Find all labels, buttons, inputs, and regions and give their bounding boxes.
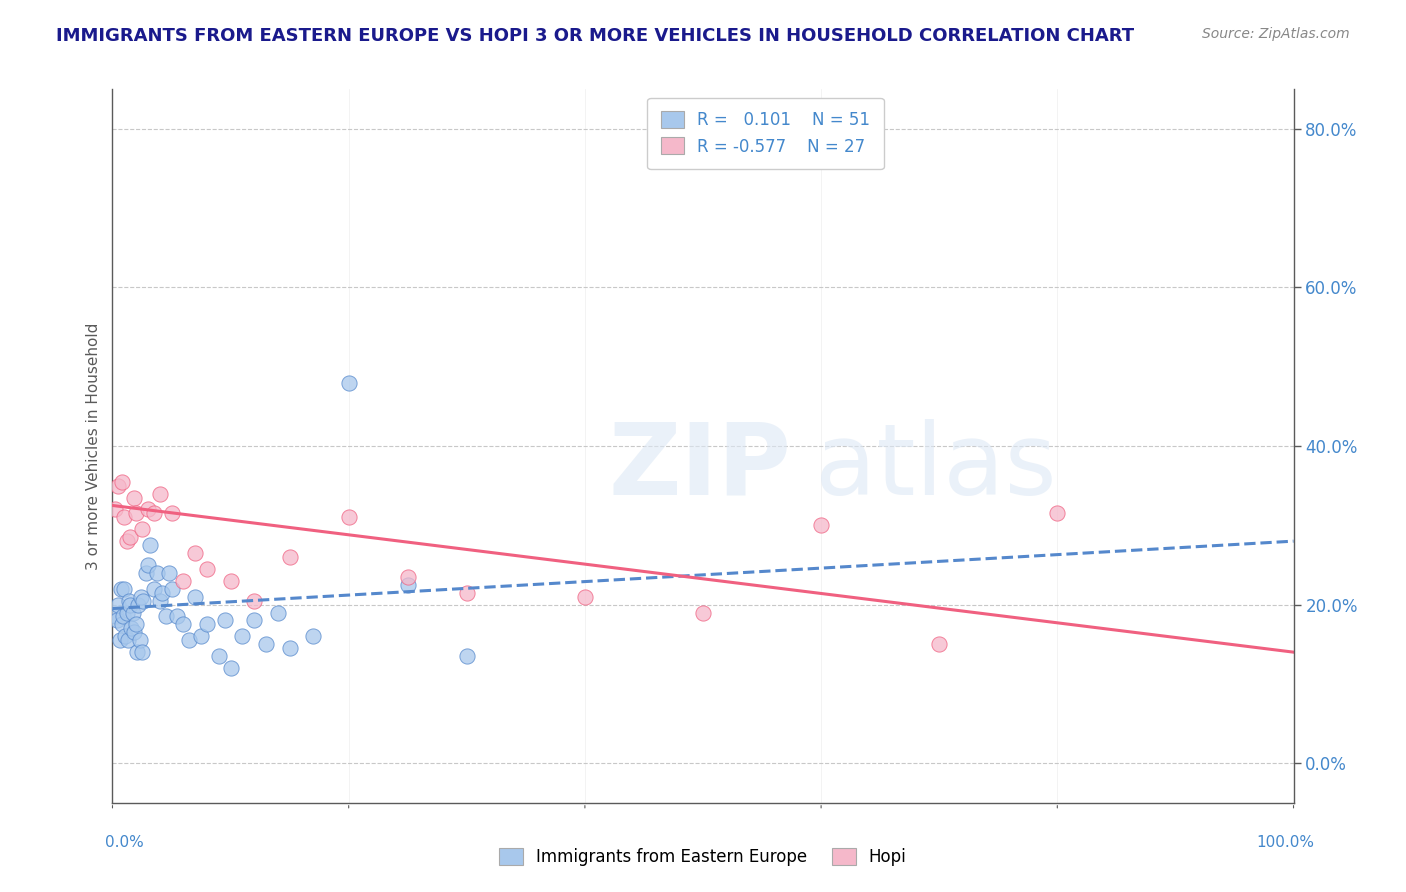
Point bbox=[1046, 507, 1069, 521]
Point bbox=[337, 510, 360, 524]
Point bbox=[131, 645, 153, 659]
Point bbox=[219, 661, 242, 675]
Point bbox=[122, 625, 145, 640]
Point bbox=[127, 598, 149, 612]
Point bbox=[112, 510, 135, 524]
Point bbox=[195, 617, 218, 632]
Point bbox=[111, 475, 134, 489]
Point bbox=[267, 606, 290, 620]
Point bbox=[114, 629, 136, 643]
Point bbox=[142, 582, 165, 596]
Point bbox=[195, 562, 218, 576]
Point bbox=[131, 522, 153, 536]
Point bbox=[136, 502, 159, 516]
Point bbox=[120, 530, 142, 544]
Point bbox=[139, 538, 162, 552]
Point bbox=[172, 574, 194, 588]
Point bbox=[184, 590, 207, 604]
Point bbox=[127, 645, 149, 659]
Point bbox=[219, 574, 242, 588]
Point bbox=[155, 609, 177, 624]
Point bbox=[142, 507, 165, 521]
Point bbox=[146, 566, 169, 580]
Point bbox=[157, 566, 180, 580]
Point bbox=[149, 486, 172, 500]
Point bbox=[214, 614, 236, 628]
Text: ZIP: ZIP bbox=[609, 419, 792, 516]
Point bbox=[105, 614, 128, 628]
Point bbox=[172, 617, 194, 632]
Point bbox=[456, 585, 478, 599]
Legend: Immigrants from Eastern Europe, Hopi: Immigrants from Eastern Europe, Hopi bbox=[491, 840, 915, 875]
Point bbox=[160, 582, 183, 596]
Point bbox=[132, 593, 155, 607]
Point bbox=[928, 637, 950, 651]
Point bbox=[810, 518, 832, 533]
Point bbox=[112, 609, 135, 624]
Y-axis label: 3 or more Vehicles in Household: 3 or more Vehicles in Household bbox=[86, 322, 101, 570]
Text: 0.0%: 0.0% bbox=[105, 836, 145, 850]
Point bbox=[120, 621, 142, 635]
Point bbox=[179, 633, 201, 648]
Point bbox=[107, 598, 129, 612]
Point bbox=[110, 582, 132, 596]
Point bbox=[278, 641, 301, 656]
Point bbox=[107, 478, 129, 492]
Text: atlas: atlas bbox=[815, 419, 1057, 516]
Text: Source: ZipAtlas.com: Source: ZipAtlas.com bbox=[1202, 27, 1350, 41]
Point bbox=[135, 566, 157, 580]
Point bbox=[166, 609, 188, 624]
Point bbox=[160, 507, 183, 521]
Point bbox=[243, 614, 266, 628]
Point bbox=[337, 376, 360, 390]
Point bbox=[302, 629, 325, 643]
Point bbox=[396, 570, 419, 584]
Point bbox=[129, 590, 152, 604]
Point bbox=[150, 585, 173, 599]
Point bbox=[120, 598, 142, 612]
Point bbox=[121, 606, 143, 620]
Text: 100.0%: 100.0% bbox=[1257, 836, 1315, 850]
Point bbox=[136, 558, 159, 572]
Point bbox=[111, 617, 134, 632]
Point bbox=[692, 606, 714, 620]
Point bbox=[125, 617, 148, 632]
Point bbox=[190, 629, 212, 643]
Point bbox=[396, 578, 419, 592]
Point bbox=[112, 582, 135, 596]
Point bbox=[104, 502, 127, 516]
Point bbox=[115, 534, 138, 549]
Point bbox=[231, 629, 253, 643]
Legend: R =   0.101    N = 51, R = -0.577    N = 27: R = 0.101 N = 51, R = -0.577 N = 27 bbox=[647, 97, 883, 169]
Point bbox=[117, 633, 139, 648]
Point bbox=[184, 546, 207, 560]
Point bbox=[149, 593, 172, 607]
Point bbox=[278, 549, 301, 564]
Point bbox=[243, 593, 266, 607]
Point bbox=[105, 609, 128, 624]
Point bbox=[128, 633, 150, 648]
Point bbox=[115, 606, 138, 620]
Text: IMMIGRANTS FROM EASTERN EUROPE VS HOPI 3 OR MORE VEHICLES IN HOUSEHOLD CORRELATI: IMMIGRANTS FROM EASTERN EUROPE VS HOPI 3… bbox=[56, 27, 1135, 45]
Point bbox=[118, 593, 141, 607]
Point bbox=[125, 507, 148, 521]
Point bbox=[574, 590, 596, 604]
Point bbox=[456, 649, 478, 664]
Point bbox=[208, 649, 231, 664]
Point bbox=[254, 637, 277, 651]
Point bbox=[108, 633, 131, 648]
Point bbox=[122, 491, 145, 505]
